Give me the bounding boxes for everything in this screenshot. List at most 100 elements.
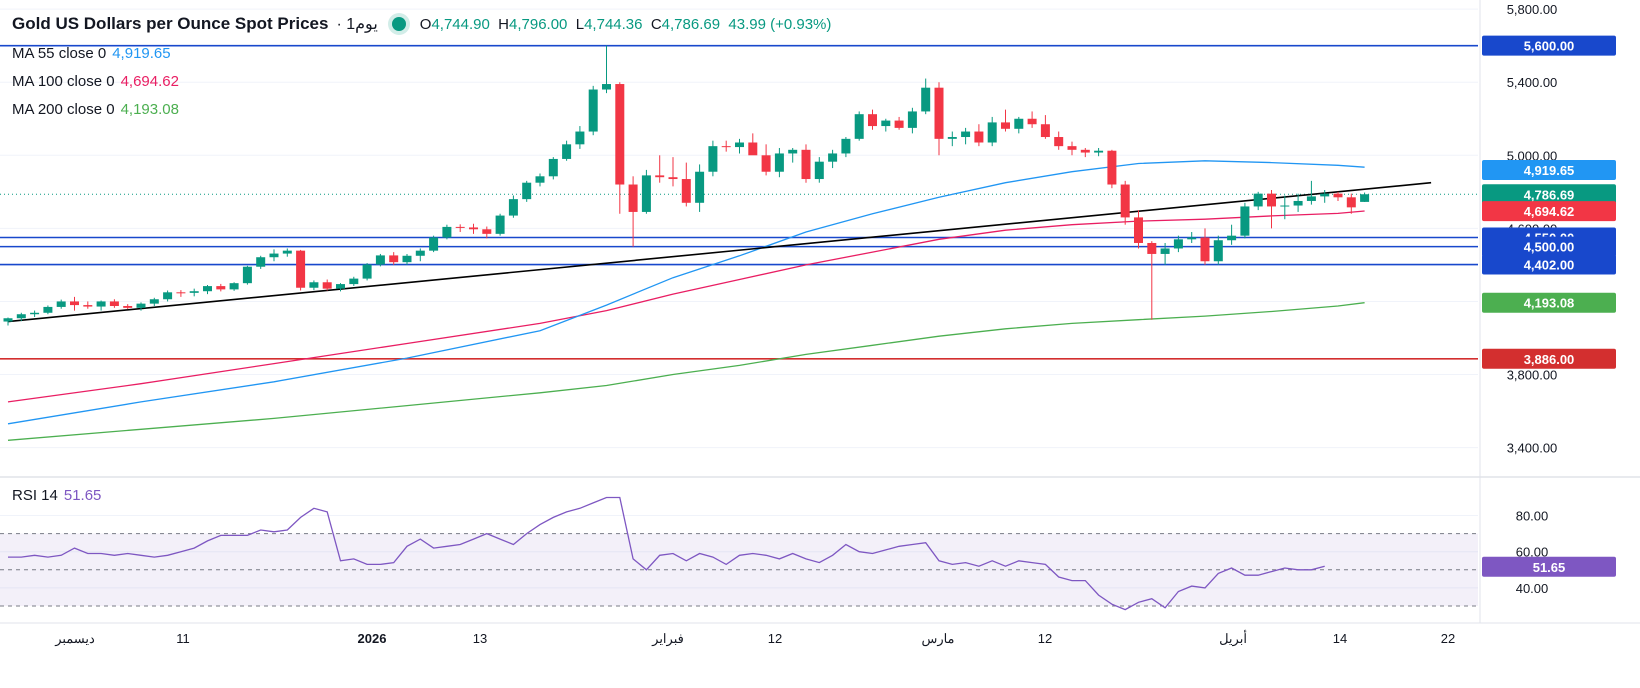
ma55-line (7, 160, 1365, 425)
ma100-line (7, 210, 1365, 403)
candle-body (123, 306, 133, 308)
candle (974, 124, 984, 147)
candle (522, 180, 532, 202)
trendline (7, 181, 1432, 323)
candle-body (974, 131, 984, 143)
candle-body (229, 283, 239, 290)
candle (362, 263, 372, 281)
candle-body (1147, 242, 1157, 254)
trendline-layer (7, 181, 1432, 323)
candle-body (788, 149, 798, 154)
price-level-tag (1482, 35, 1616, 56)
rsi-label: RSI 14 (12, 487, 58, 504)
candle-body (1173, 239, 1183, 249)
interval-label[interactable]: · 1يوم (336, 16, 378, 33)
candle (615, 82, 625, 214)
candle-body (668, 177, 678, 180)
rsi-tick-label: 60.00 (1516, 545, 1549, 560)
candle-body (256, 257, 266, 267)
value-tag (1482, 292, 1616, 313)
ma200-legend[interactable]: MA 200 close 0 4,193.08 (12, 101, 179, 118)
candle (1320, 190, 1330, 203)
candle (482, 226, 492, 239)
candle-body (1200, 237, 1210, 262)
price-level-tag-label: 5,600.00 (1524, 39, 1575, 54)
candle (1306, 180, 1316, 205)
candle (548, 157, 558, 180)
candle-body (96, 301, 106, 307)
candle (242, 265, 252, 285)
candle-body (415, 250, 425, 256)
time-tick-label: 12 (768, 631, 782, 646)
rsi-value: 51.65 (63, 487, 102, 504)
candle-body (1227, 235, 1237, 241)
ma100-value: 4,694.62 (120, 73, 179, 90)
candle-body (1001, 122, 1010, 129)
candle-body (70, 301, 79, 306)
time-tick-label: مارس (921, 631, 954, 647)
candle (336, 283, 345, 292)
candle-body (1107, 150, 1117, 185)
ma100-legend[interactable]: MA 100 close 0 4,694.62 (12, 73, 179, 90)
candle (309, 280, 319, 291)
candle-body (1213, 240, 1223, 262)
candle-body (362, 264, 372, 279)
candle-body (429, 237, 439, 251)
candle (907, 107, 917, 134)
candle (149, 297, 159, 307)
candle (961, 127, 971, 145)
time-tick-label: 14 (1333, 631, 1347, 646)
candle (123, 304, 133, 310)
rsi-tag-label: 51.65 (1533, 560, 1566, 575)
candle (921, 78, 931, 115)
change-value: 43.99 (+0.93%) (728, 15, 832, 33)
candle (655, 155, 665, 183)
candle (83, 301, 93, 309)
candle-body (1253, 193, 1263, 207)
ma55-legend[interactable]: MA 55 close 0 4,919.65 (12, 45, 171, 62)
candle (455, 224, 465, 233)
price-level-tag-label: 4,500.00 (1524, 240, 1575, 255)
candle-body (1040, 124, 1050, 138)
candle (801, 144, 811, 183)
symbol-title[interactable]: Gold US Dollars per Ounce Spot Prices (12, 14, 329, 33)
time-tick-label: ديسمبر (54, 631, 95, 647)
price-tick-label: 5,800.00 (1507, 2, 1558, 17)
rsi-tag (1482, 556, 1616, 577)
time-tick-label: 11 (176, 631, 190, 646)
candle-body (748, 142, 758, 156)
candle (1001, 109, 1010, 132)
candle (721, 140, 731, 152)
candle (708, 140, 718, 177)
candle-body (708, 146, 718, 172)
price-tags: 5,600.004,550.004,500.004,402.003,886.00… (1482, 35, 1616, 577)
rsi-legend[interactable]: RSI 14 51.65 (12, 487, 101, 504)
candle-body (854, 114, 864, 139)
candle-body (814, 161, 824, 180)
price-level-tag-label: 4,402.00 (1524, 258, 1575, 273)
candle-body (149, 299, 159, 304)
candle (389, 252, 399, 265)
candle-body (841, 138, 851, 154)
candle-body (1320, 193, 1330, 197)
candle-body (176, 292, 186, 294)
candle (628, 176, 638, 247)
candle-body (216, 286, 226, 290)
candle-body (1360, 194, 1370, 202)
candle (3, 317, 13, 326)
price-level-tag-label: 3,886.00 (1524, 352, 1575, 367)
candle-body (349, 278, 359, 285)
candle-body (575, 131, 585, 145)
price-level-tag (1482, 348, 1616, 369)
candle (894, 116, 904, 130)
ma200-label: MA 200 close 0 (12, 101, 115, 118)
candle (1227, 224, 1237, 245)
candle-body (375, 255, 385, 265)
candle-body (1280, 205, 1290, 207)
candle-body (442, 226, 452, 238)
candle (735, 138, 744, 154)
candle (828, 149, 838, 169)
candle (203, 285, 212, 295)
